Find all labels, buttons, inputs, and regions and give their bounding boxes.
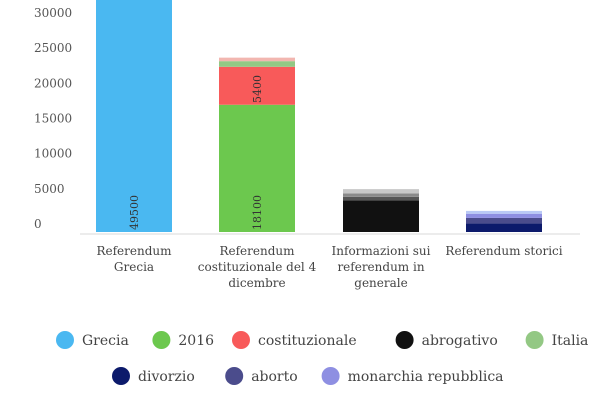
legend-marker bbox=[525, 331, 544, 349]
y-axis: 0 5000 10000 15000 20000 25000 30000 bbox=[34, 6, 72, 231]
x-category-label: Referendum storici bbox=[445, 244, 562, 258]
legend-marker bbox=[232, 331, 250, 349]
legend-marker bbox=[225, 367, 244, 385]
legend-marker bbox=[152, 331, 171, 349]
x-category-label: Referendum Grecia bbox=[96, 244, 172, 274]
x-category-label-line: costituzionale del 4 bbox=[198, 260, 317, 274]
bar-segment bbox=[343, 196, 419, 201]
x-category-label-line: Referendum bbox=[96, 244, 172, 258]
x-category-label-line: Grecia bbox=[114, 260, 154, 274]
x-category-label: Referendum costituzionale del 4 dicembre bbox=[198, 244, 317, 290]
y-tick-label: 10000 bbox=[34, 147, 72, 161]
bars bbox=[96, 0, 542, 232]
y-tick-label: 5000 bbox=[34, 182, 65, 196]
bar-segment bbox=[219, 61, 295, 67]
y-tick-label: 20000 bbox=[34, 76, 72, 90]
bar-segment bbox=[219, 66, 295, 105]
data-label: 49500 bbox=[128, 195, 141, 230]
bar-segment bbox=[343, 189, 419, 194]
bar-segment bbox=[219, 57, 295, 62]
x-category-label-line: Informazioni sui bbox=[332, 244, 431, 258]
bar-segment bbox=[96, 0, 172, 232]
legend-label: Italia bbox=[552, 333, 589, 349]
x-category-label-line: Referendum bbox=[219, 244, 295, 258]
x-category-label-line: Referendum storici bbox=[445, 244, 562, 258]
legend-label: Grecia bbox=[82, 333, 129, 349]
bar-segment bbox=[343, 200, 419, 232]
data-label: 18100 bbox=[251, 195, 264, 230]
legend-label: divorzio bbox=[138, 369, 195, 385]
x-axis: Referendum Grecia Referendum costituzionale… bbox=[80, 233, 580, 290]
data-labels: 49500 18100 5400 bbox=[128, 75, 264, 230]
bar-segment bbox=[219, 104, 295, 232]
bar-segment bbox=[466, 223, 542, 232]
legend-marker bbox=[112, 367, 130, 385]
y-tick-label: 30000 bbox=[34, 6, 72, 20]
bar-segment bbox=[343, 193, 419, 197]
legend: Grecia 2016 costituzionale abrogativo Italia… bbox=[56, 331, 588, 385]
x-category-label-line: generale bbox=[354, 276, 407, 290]
legend-label: abrogativo bbox=[422, 333, 498, 349]
legend-label: 2016 bbox=[178, 333, 214, 349]
bar-segment bbox=[466, 217, 542, 224]
legend-marker bbox=[56, 331, 74, 349]
legend-label: aborto bbox=[251, 369, 297, 385]
x-category-label-line: referendum in bbox=[337, 260, 424, 274]
legend-label: costituzionale bbox=[258, 333, 357, 349]
y-tick-label: 25000 bbox=[34, 41, 72, 55]
y-tick-label: 15000 bbox=[34, 112, 72, 126]
y-tick-label: 0 bbox=[34, 217, 42, 231]
legend-label: monarchia repubblica bbox=[348, 369, 504, 385]
legend-marker bbox=[321, 367, 340, 385]
bar-segment bbox=[466, 210, 542, 214]
bar-segment bbox=[466, 213, 542, 218]
legend-marker bbox=[395, 331, 414, 349]
x-category-label: Informazioni sui referendum in generale bbox=[332, 244, 431, 290]
x-category-label-line: dicembre bbox=[228, 276, 285, 290]
data-label: 5400 bbox=[251, 75, 264, 103]
